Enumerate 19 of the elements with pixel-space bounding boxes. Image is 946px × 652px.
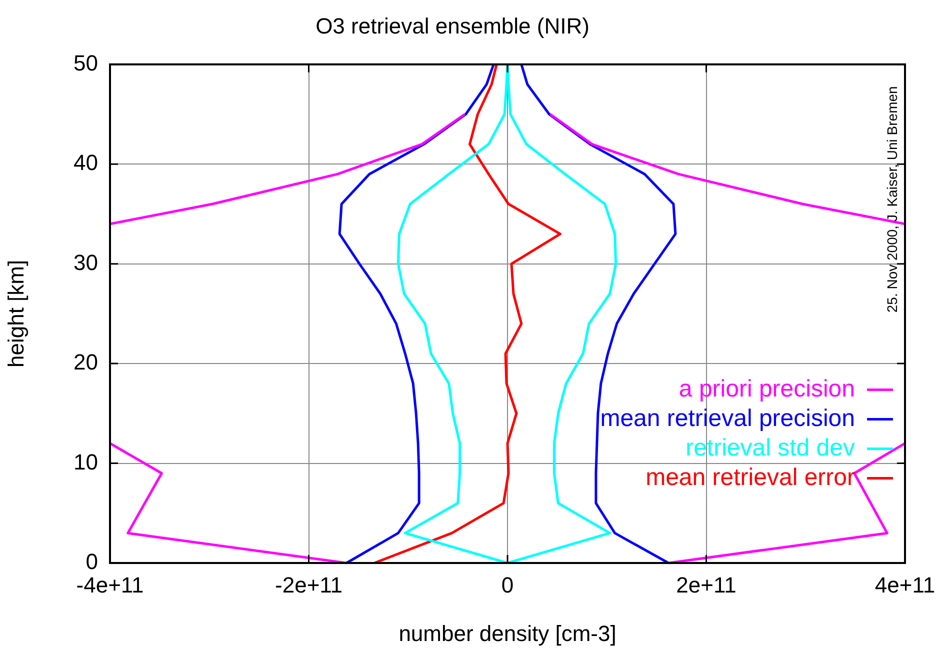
y-tick-label: 0 xyxy=(86,549,98,574)
y-tick-label: 20 xyxy=(74,350,98,375)
annotation: 25. Nov 2000, J. Kaiser, Uni Bremen xyxy=(884,86,900,313)
legend-label: mean retrieval error xyxy=(646,464,856,491)
x-tick-label: 2e+11 xyxy=(676,572,736,598)
legend-label: retrieval std dev xyxy=(686,434,855,462)
x-tick-label: 4e+11 xyxy=(874,572,936,598)
y-tick-label: 30 xyxy=(74,250,98,275)
y-tick-label: 40 xyxy=(74,150,98,176)
chart-title: O3 retrieval ensemble (NIR) xyxy=(316,13,590,38)
y-tick-label: 50 xyxy=(74,50,98,76)
y-axis-title: height [km] xyxy=(3,260,28,368)
x-tick-label: -2e+11 xyxy=(275,572,342,598)
legend-label: mean retrieval precision xyxy=(600,404,855,432)
x-tick-label: -4e+11 xyxy=(76,572,144,598)
x-axis-title: number density [cm-3] xyxy=(398,620,616,646)
x-tick-label: 0 xyxy=(501,572,514,598)
legend-label: a priori precision xyxy=(678,375,855,402)
y-tick-label: 10 xyxy=(74,449,98,474)
